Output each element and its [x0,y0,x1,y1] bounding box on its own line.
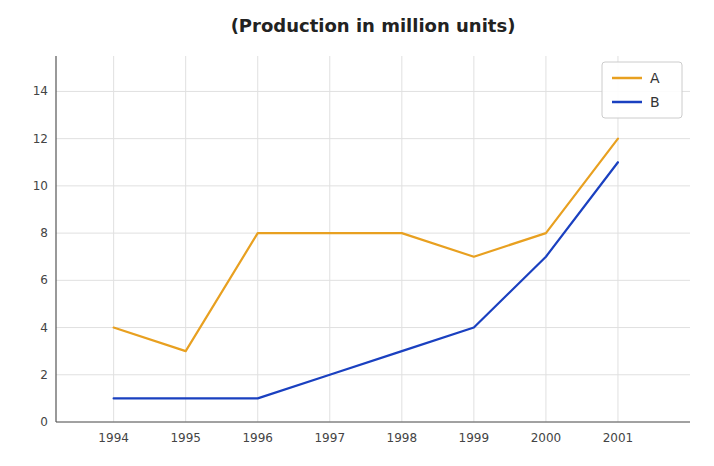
y-tick-label: 8 [40,226,48,240]
legend-label: B [650,94,660,110]
grid-line-x [113,56,114,422]
grid-line-x [185,56,186,422]
y-tick-label: 4 [40,321,48,335]
grid-line-y [56,374,690,375]
x-tick-label: 2000 [531,431,562,445]
x-tick-label: 2001 [603,431,634,445]
y-axis-line [55,56,56,422]
y-tick-label: 6 [40,273,48,287]
x-tick-label: 1995 [170,431,201,445]
grid-line-y [56,422,690,423]
legend-label: A [650,70,660,86]
x-tick-label: 1997 [314,431,345,445]
grid-line-x [545,56,546,422]
x-tick-label: 1998 [387,431,418,445]
legend-box [602,62,682,118]
legend-swatch [612,101,642,104]
y-tick-label: 14 [33,84,48,98]
x-tick-label: 1996 [242,431,273,445]
grid-line-y [56,185,690,186]
grid [56,56,690,422]
y-tick-label: 10 [33,179,48,193]
legend-swatch [612,77,642,80]
grid-line-x [401,56,402,422]
grid-line-x [329,56,330,422]
grid-line-y [56,138,690,139]
chart: (Production in million units) 0 2 4 6 8 10 12 14… [0,0,714,466]
grid-line-y [56,91,690,92]
x-tick-label: 1999 [459,431,490,445]
series-line [114,162,618,398]
title: (Production in million units) [231,15,516,36]
y-tick-label: 2 [40,368,48,382]
legend: AB [602,62,682,118]
x-tick-label: 1994 [98,431,129,445]
grid-line-y [56,280,690,281]
y-tick-label: 0 [40,415,48,429]
y-tick-label: 12 [33,132,48,146]
grid-line-x [473,56,474,422]
tick-labels: 0 2 4 6 8 10 12 14 1994 1995 1996 1997 1998 1999 2000 2… [33,84,634,445]
series-group [114,139,618,399]
grid-line-x [257,56,258,422]
x-axis-line [56,421,690,422]
grid-line-y [56,327,690,328]
series-line [114,139,618,352]
